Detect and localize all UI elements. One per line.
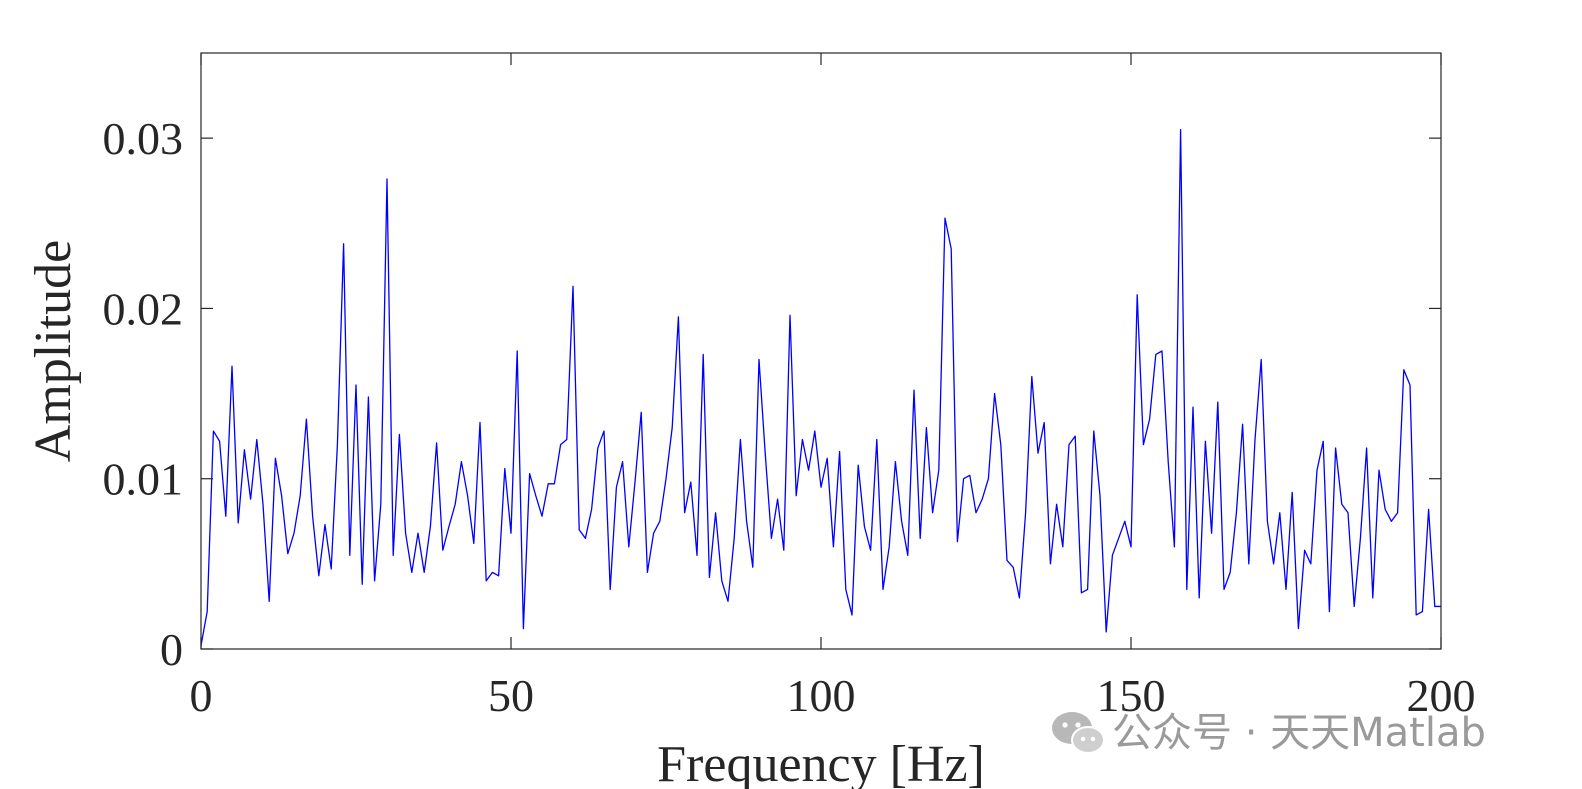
plot-area <box>201 53 1441 649</box>
x-tick-label: 150 <box>1097 670 1166 721</box>
watermark-text: 公众号 · 天天Matlab <box>1112 710 1486 756</box>
axis-ticks <box>200 53 1442 650</box>
wechat-icon <box>1052 712 1105 754</box>
y-tick-label: 0.02 <box>103 283 184 334</box>
x-tick-label: 0 <box>190 670 213 721</box>
y-tick-label: 0 <box>160 624 183 675</box>
y-axis-label: Amplitude <box>25 240 82 462</box>
x-tick-label: 50 <box>488 670 534 721</box>
y-tick-label: 0.01 <box>103 454 184 505</box>
x-axis-label: Frequency [Hz] <box>657 736 985 789</box>
y-tick-label: 0.03 <box>103 113 184 164</box>
watermark: 公众号 · 天天Matlab <box>1052 710 1486 756</box>
axis-tick-labels: 0 50 100 150 200 0 0.01 0.02 0.03 <box>103 113 1476 721</box>
x-tick-label: 200 <box>1407 670 1476 721</box>
x-tick-label: 100 <box>787 670 856 721</box>
data-series-line <box>200 128 1441 646</box>
